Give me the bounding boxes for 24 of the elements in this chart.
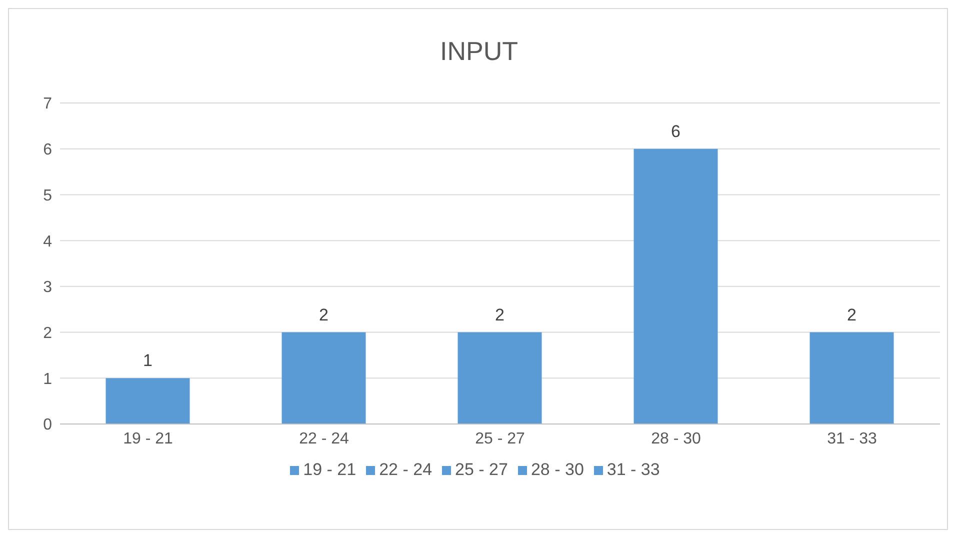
- x-tick-label: 25 - 27: [475, 430, 526, 448]
- x-tick-label: 22 - 24: [299, 430, 350, 448]
- data-label: 6: [671, 122, 680, 141]
- data-label: 1: [143, 351, 152, 370]
- x-tick-label: 31 - 33: [827, 430, 878, 448]
- legend-label: 28 - 30: [530, 460, 584, 479]
- y-tick-label: 7: [43, 96, 52, 113]
- y-tick-label: 0: [43, 416, 52, 434]
- y-tick-label: 1: [43, 370, 52, 388]
- x-tick-label: 19 - 21: [123, 430, 174, 448]
- y-tick-label: 6: [43, 142, 52, 159]
- data-label: 2: [847, 305, 856, 324]
- y-tick-label: 4: [43, 233, 52, 250]
- data-label: 2: [319, 305, 328, 324]
- chart-title: INPUT: [439, 36, 519, 67]
- legend-label: 19 - 21: [303, 460, 356, 479]
- legend-label: 22 - 24: [379, 460, 432, 479]
- data-label: 2: [495, 305, 504, 324]
- y-tick-label: 3: [43, 279, 52, 296]
- y-tick-label: 2: [43, 324, 52, 342]
- x-tick-label: 28 - 30: [651, 430, 702, 448]
- legend-label: 31 - 33: [606, 460, 660, 479]
- y-tick-label: 5: [43, 187, 52, 204]
- legend-label: 25 - 27: [455, 460, 508, 479]
